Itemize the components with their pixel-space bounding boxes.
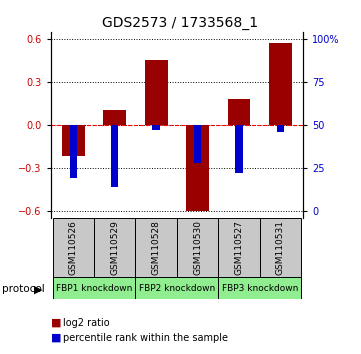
Text: GSM110530: GSM110530 — [193, 220, 202, 275]
Text: FBP1 knockdown: FBP1 knockdown — [56, 284, 132, 293]
Bar — [228, 99, 251, 125]
Text: GSM110526: GSM110526 — [69, 220, 78, 275]
Bar — [94, 218, 135, 278]
Text: GSM110527: GSM110527 — [235, 220, 244, 275]
Bar — [53, 218, 94, 278]
Bar — [152, 125, 160, 130]
Text: protocol: protocol — [2, 284, 44, 294]
Bar — [135, 277, 218, 299]
Bar — [218, 218, 260, 278]
Bar — [145, 61, 168, 125]
Text: ■: ■ — [51, 318, 61, 328]
Bar — [235, 125, 243, 173]
Bar — [186, 125, 209, 211]
Text: ■: ■ — [51, 333, 61, 343]
Bar — [62, 125, 85, 156]
Text: GSM110529: GSM110529 — [110, 220, 119, 275]
Bar — [269, 43, 292, 125]
Text: percentile rank within the sample: percentile rank within the sample — [63, 333, 228, 343]
Bar — [194, 125, 201, 162]
Bar — [135, 218, 177, 278]
Text: GDS2573 / 1733568_1: GDS2573 / 1733568_1 — [103, 16, 258, 30]
Bar — [177, 218, 218, 278]
Bar — [70, 125, 77, 178]
Text: GSM110531: GSM110531 — [276, 220, 285, 275]
Text: GSM110528: GSM110528 — [152, 220, 161, 275]
Bar — [103, 110, 126, 125]
Bar — [53, 277, 135, 299]
Bar — [260, 218, 301, 278]
Bar — [218, 277, 301, 299]
Text: log2 ratio: log2 ratio — [63, 318, 110, 328]
Text: FBP3 knockdown: FBP3 knockdown — [222, 284, 298, 293]
Text: FBP2 knockdown: FBP2 knockdown — [139, 284, 215, 293]
Bar — [111, 125, 118, 187]
Bar — [277, 125, 284, 132]
Text: ▶: ▶ — [34, 285, 42, 295]
